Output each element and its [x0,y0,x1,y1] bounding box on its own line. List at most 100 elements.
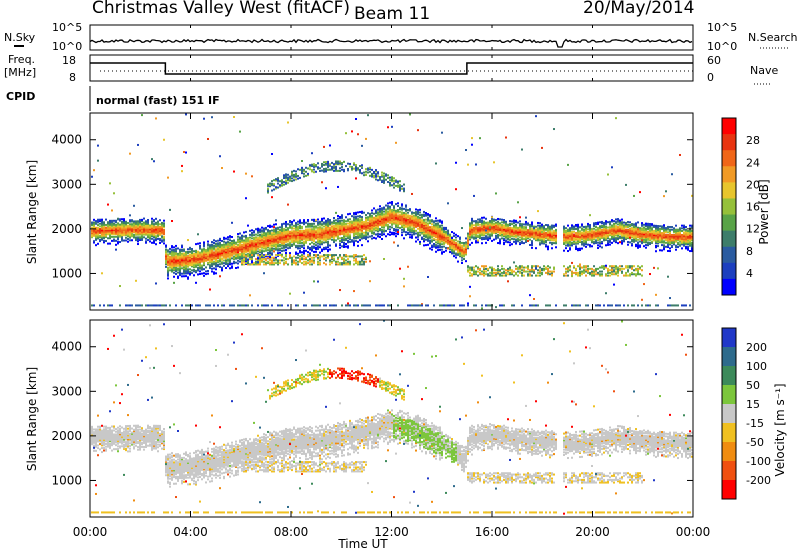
power-cell [395,228,397,231]
power-cell [375,175,377,178]
power-cell [573,237,575,240]
power-cell [569,237,571,240]
power-cell [525,230,527,233]
power-cell [257,242,259,245]
power-cell [239,252,241,255]
power-cell [425,225,427,228]
power-cell [441,243,443,246]
power-cell [409,218,411,221]
power-cell [167,261,169,264]
power-cell [377,171,379,174]
power-cell [133,229,135,232]
power-cell [547,238,549,241]
power-cell [339,225,341,228]
power-cell [355,239,357,242]
power-cell [365,235,367,238]
power-cell [119,228,121,231]
power-cell [289,178,291,181]
power-cell [509,222,511,225]
power-cell [387,218,389,221]
power-cell [307,237,309,240]
power-cell [577,237,579,240]
power-cell [295,178,297,181]
power-cell [155,225,157,228]
power-cell [323,234,325,237]
power-cell [537,233,539,236]
power-cell [301,235,303,238]
power-cell [399,186,401,189]
power-cell [265,259,267,262]
power-cell [153,219,155,222]
power-cell [327,226,329,229]
power-cell [365,220,367,223]
power-cell [469,233,471,236]
power-cell [519,223,521,226]
power-cell [275,227,277,230]
power-cell [527,265,529,268]
power-cell [279,259,281,262]
power-noise-cell [141,114,143,117]
power-cell [107,223,109,226]
power-cell [347,162,349,165]
power-cell [379,218,381,221]
power-cell [209,265,211,268]
power-noise-cell [133,204,135,207]
power-cell [467,232,469,235]
power-cell [213,254,215,257]
power-cell [169,259,171,262]
power-cell [369,227,371,230]
power-cell [523,228,525,231]
power-cell [193,264,195,267]
power-cell [317,235,319,238]
power-cell [545,237,547,240]
power-cell [267,260,269,263]
power-noise-cell [207,137,209,140]
power-cell [569,240,571,243]
power-cell [543,267,545,270]
power-cell [347,219,349,222]
power-cell [157,228,159,231]
power-cell [105,223,107,226]
power-cell [299,247,301,250]
power-cell [365,222,367,225]
power-cell [271,229,273,232]
power-noise-cell [97,144,99,147]
power-cell [139,236,141,239]
power-cell [567,269,569,272]
power-cell [295,173,297,176]
power-cell [427,218,429,221]
power-cell [503,231,505,234]
power-cell [279,239,281,242]
power-cell [177,260,179,263]
power-cell [527,231,529,234]
power-cell [563,236,565,239]
power-ground-cell [169,304,171,307]
power-cell [157,237,159,240]
power-cell [175,259,177,262]
power-cell [237,233,239,236]
power-ground-cell [237,304,239,307]
power-cell [301,237,303,240]
power-cell [107,233,109,236]
power-noise-cell [271,196,273,199]
power-noise-cell [185,113,187,116]
power-cell [303,260,305,263]
power-cell [135,223,137,226]
power-cell [369,166,371,169]
power-cell [331,228,333,231]
power-cell [143,229,145,232]
power-cell [123,222,125,225]
power-cell [415,212,417,215]
power-cell [415,216,417,219]
power-cell [491,221,493,224]
power-cell [433,237,435,240]
power-noise-cell [519,216,521,219]
power-cell [363,235,365,238]
power-cell [121,222,123,225]
power-cell [103,233,105,236]
power-cell [263,246,265,249]
power-cell [221,262,223,265]
power-cell [389,207,391,210]
power-cell [327,255,329,258]
power-cell [339,229,341,232]
